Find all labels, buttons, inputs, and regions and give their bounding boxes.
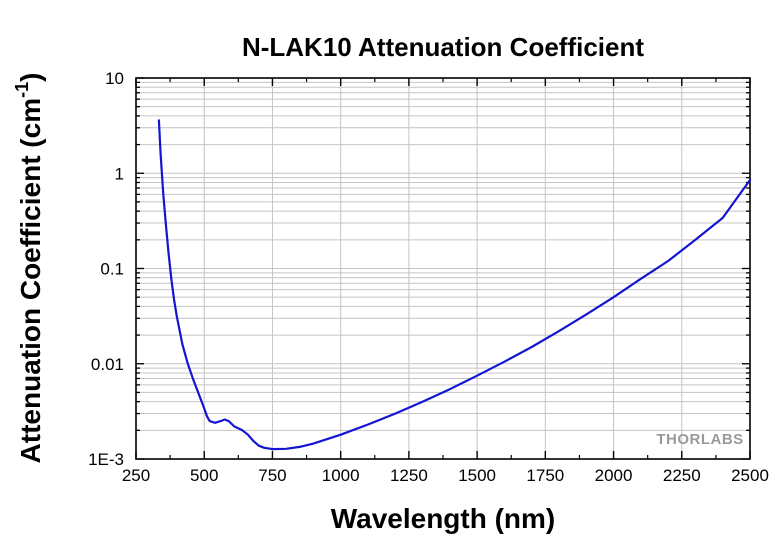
series-line (157, 119, 752, 451)
x-tick-label: 2250 (663, 466, 701, 485)
x-tick-label: 1000 (322, 466, 360, 485)
x-tick-label: 1750 (526, 466, 564, 485)
y-tick-label: 0.1 (100, 260, 124, 279)
x-tick-label: 500 (190, 466, 218, 485)
y-tick-label: 1E-3 (88, 450, 124, 469)
x-tick-labels: 250 500 750 1000 1250 1500 1750 2000 2250 2500 (122, 466, 769, 485)
axis-ticks (135, 77, 751, 460)
y-tick-labels: 1E-3 0.01 0.1 1 10 (88, 69, 124, 469)
y-tick-label: 1 (115, 164, 124, 183)
y-axis-label: Attenuation Coefficient (cm-1) (12, 73, 46, 464)
thorlabs-watermark: THORLABS (656, 431, 743, 448)
y-tick-label: 10 (105, 69, 124, 88)
x-tick-label: 750 (258, 466, 286, 485)
y-axis-label-close: ) (15, 73, 46, 82)
x-tick-label: 2500 (731, 466, 769, 485)
x-tick-label: 250 (122, 466, 150, 485)
x-axis-label: Wavelength (nm) (331, 503, 556, 534)
x-tick-label: 1500 (458, 466, 496, 485)
chart-title: N-LAK10 Attenuation Coefficient (242, 32, 644, 62)
y-axis-label-superscript: -1 (12, 82, 32, 98)
y-axis-label-main: Attenuation Coefficient (cm (15, 98, 46, 464)
x-tick-label: 1250 (390, 466, 428, 485)
x-tick-label: 2000 (595, 466, 633, 485)
grid-lines (136, 78, 750, 459)
y-tick-label: 0.01 (91, 355, 124, 374)
